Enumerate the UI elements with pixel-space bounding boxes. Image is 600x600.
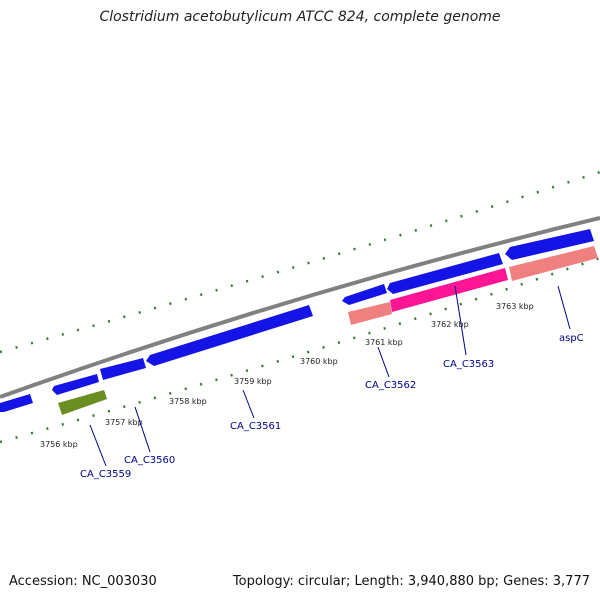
kbp-label: 3759 kbp: [234, 377, 272, 386]
kbp-label: 3760 kbp: [300, 357, 338, 366]
kbp-label: 3757 kbp: [105, 418, 143, 427]
inner-tick-track: [0, 258, 600, 442]
rna-gene-arrow[interactable]: [58, 390, 107, 415]
gene-label[interactable]: CA_C3560: [124, 455, 175, 466]
gene-arrow[interactable]: [342, 284, 387, 305]
cds-track-reverse: [58, 246, 598, 415]
label-leaders: [90, 286, 570, 466]
gene-label[interactable]: CA_C3563: [443, 359, 494, 370]
gene-arrow[interactable]: [146, 305, 313, 366]
kbp-label: 3758 kbp: [169, 397, 207, 406]
gene-label[interactable]: CA_C3562: [365, 380, 416, 391]
genome-map: 3756 kbp 3757 kbp 3758 kbp 3759 kbp 3760…: [0, 0, 600, 600]
gene-arrow[interactable]: [348, 302, 392, 325]
kbp-label: 3756 kbp: [40, 440, 78, 449]
kbp-label: 3761 kbp: [365, 338, 403, 347]
outer-tick-track: [0, 172, 600, 352]
kbp-label: 3762 kbp: [431, 320, 469, 329]
gene-label[interactable]: aspC: [559, 333, 584, 344]
kbp-label: 3763 kbp: [496, 302, 534, 311]
cds-track-forward: [0, 229, 594, 412]
gene-label[interactable]: CA_C3559: [80, 469, 131, 480]
genome-summary-text: Topology: circular; Length: 3,940,880 bp…: [233, 574, 590, 589]
gene-label[interactable]: CA_C3561: [230, 421, 281, 432]
accession-text: Accession: NC_003030: [9, 574, 157, 589]
